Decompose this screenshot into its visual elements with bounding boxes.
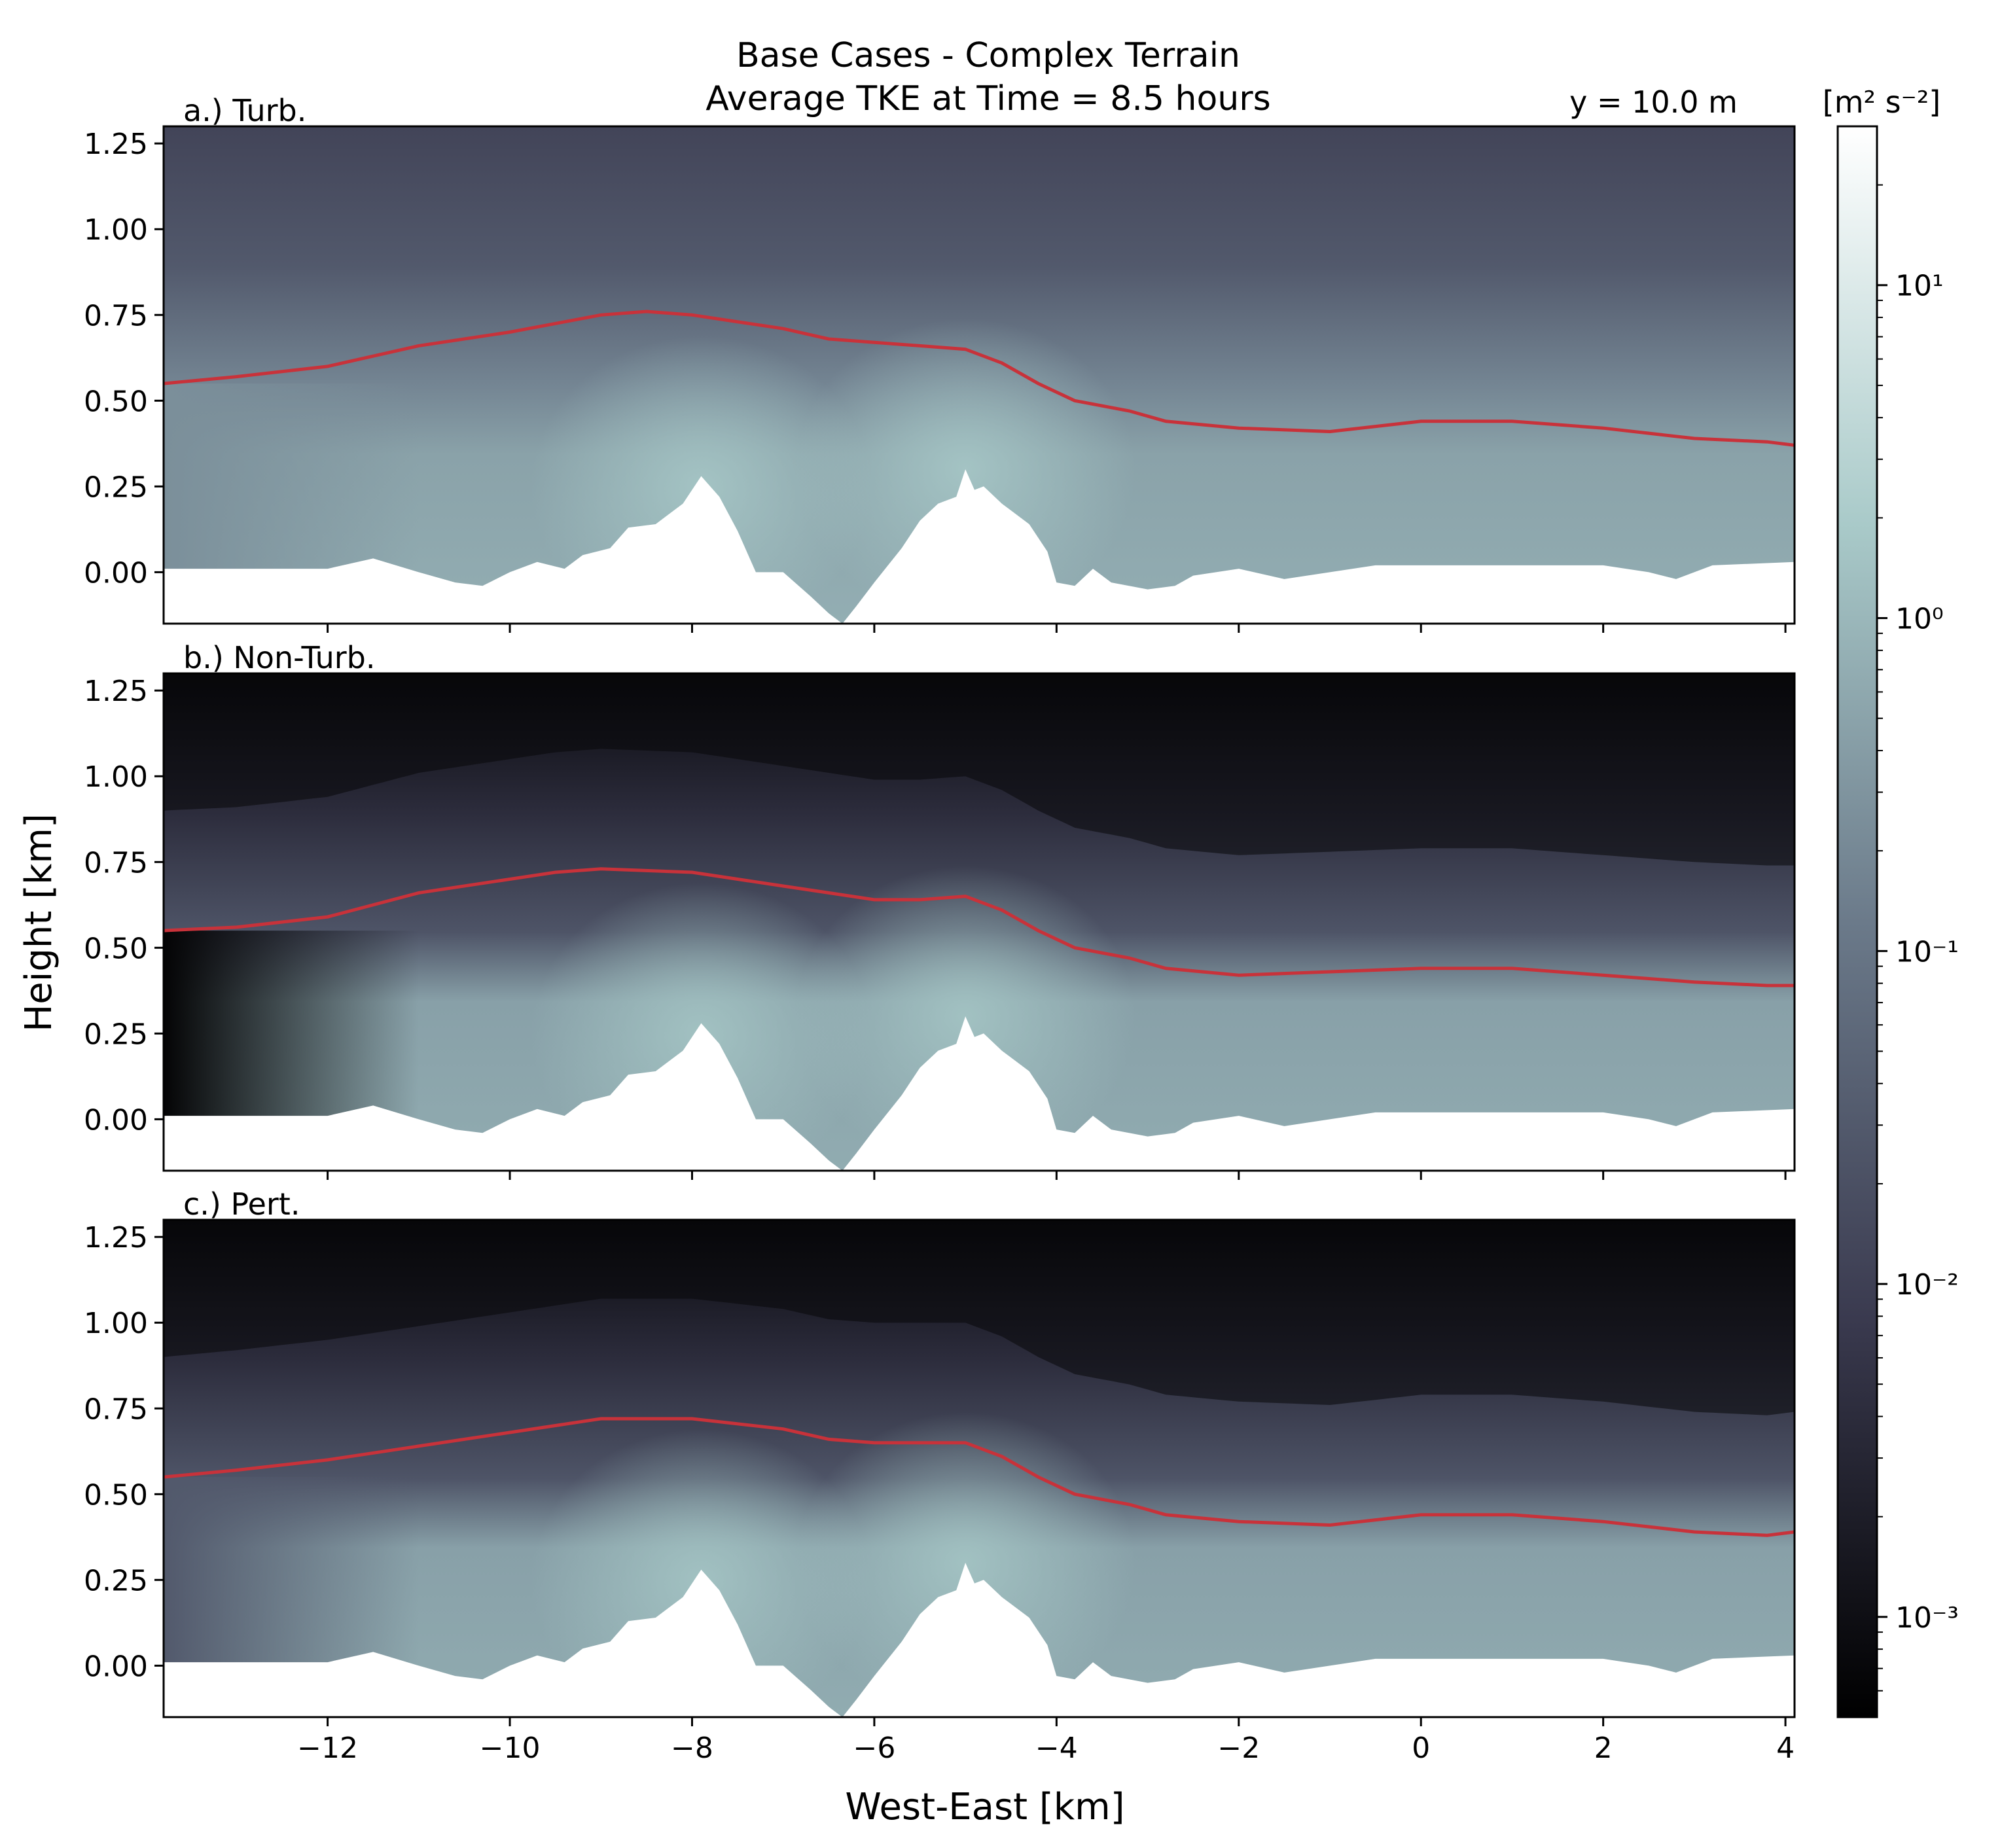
- x-tick-label: 2: [1594, 1732, 1613, 1765]
- colorbar-tick-label: 10⁻¹: [1895, 935, 1959, 968]
- y-tick-label: 0.50: [84, 932, 148, 965]
- y-tick-label: 0.00: [84, 1650, 148, 1683]
- y-tick-label: 1.00: [84, 1307, 148, 1340]
- x-tick-label: −10: [480, 1732, 541, 1765]
- tke-field: [164, 126, 1795, 624]
- figure-title-line1: Base Cases - Complex Terrain: [736, 36, 1240, 75]
- y-tick-label: 1.25: [84, 1221, 148, 1254]
- tke-field: [164, 1220, 1795, 1717]
- y-tick-label: 1.00: [84, 213, 148, 247]
- colorbar-tick-label: 10⁻³: [1895, 1601, 1959, 1635]
- terrain: [164, 1016, 1795, 1171]
- y-axis-label: Height [km]: [18, 813, 60, 1032]
- panel-2: b.) Non-Turb. 0.00 0.25 0.50 0.75 1.00 1.25: [84, 640, 1796, 1180]
- boundary-layer-height-line: [164, 310, 1795, 447]
- y-tick-label: 0.75: [84, 846, 148, 880]
- inflow-region: [164, 383, 419, 573]
- panels: a.) Turb.0.000.250.500.751.001.25b.) Non…: [84, 93, 1796, 1765]
- y-tick-label: 1.00: [84, 760, 148, 794]
- panel-frame: [162, 1218, 1796, 1718]
- panel-label: c.) Pert.: [183, 1186, 300, 1222]
- tke-plume: [795, 319, 1136, 620]
- y-tick-label: 0.25: [84, 1564, 148, 1597]
- y-tick-label: 1.25: [84, 675, 148, 708]
- tke-plume: [795, 1412, 1136, 1714]
- panel-label: b.) Non-Turb.: [183, 640, 375, 675]
- quiet-free-atmosphere: [164, 1220, 1795, 1415]
- panel-label: a.) Turb.: [183, 93, 306, 128]
- colorbar-tick-label: 10⁻²: [1895, 1268, 1959, 1302]
- x-tick-label: −6: [853, 1732, 895, 1765]
- colorbar-tick-label: 10⁰: [1895, 603, 1944, 636]
- y-tick-label: 0.75: [84, 1393, 148, 1426]
- y-annotation: y = 10.0 m: [1569, 84, 1738, 120]
- x-tick-label: −2: [1217, 1732, 1260, 1765]
- figure-title-line2: Average TKE at Time = 8.5 hours: [706, 79, 1270, 118]
- y-tick-label: 0.50: [84, 385, 148, 418]
- y-tick-label: 0.50: [84, 1478, 148, 1512]
- x-axis-label: West-East [km]: [845, 1786, 1124, 1828]
- x-tick-label: −8: [671, 1732, 713, 1765]
- x-tick-label: 0: [1412, 1732, 1430, 1765]
- y-tick-label: 0.75: [84, 299, 148, 332]
- colorbar: 10¹ 10⁰ 10⁻¹ 10⁻² 10⁻³ [m² s⁻²]: [1823, 84, 1959, 1718]
- tke-field: [164, 673, 1795, 1171]
- tke-plume: [795, 866, 1136, 1167]
- x-tick-label: −4: [1035, 1732, 1078, 1765]
- panel-3: c.) Pert. 0.00 0.25 0.50 0.75 1.00 1.25 −12 −10 −…: [84, 1186, 1796, 1765]
- y-tick-label: 0.00: [84, 556, 148, 590]
- terrain: [164, 469, 1795, 624]
- quiet-free-atmosphere: [164, 673, 1795, 866]
- y-tick-label: 0.25: [84, 1018, 148, 1051]
- boundary-layer-height-line: [164, 867, 1795, 987]
- colorbar-ticks: 10¹ 10⁰ 10⁻¹ 10⁻² 10⁻³: [1877, 184, 1959, 1692]
- panel-frame: [162, 672, 1796, 1172]
- x-tick-label: −12: [297, 1732, 358, 1765]
- inflow-region: [164, 1477, 419, 1666]
- x-tick-label: 4: [1776, 1732, 1795, 1765]
- boundary-layer-height-line: [164, 1417, 1795, 1537]
- panel-frame: [162, 125, 1796, 625]
- y-tick-label: 0.25: [84, 471, 148, 504]
- y-tick-label: 0.00: [84, 1103, 148, 1137]
- y-tick-label: 1.25: [84, 128, 148, 161]
- panel-1: a.) Turb. 0.00 0.25 0.50 0.75 1.00 1.25: [84, 93, 1796, 633]
- colorbar-gradient: [1836, 125, 1878, 1718]
- colorbar-unit-label: [m² s⁻²]: [1823, 84, 1940, 120]
- terrain: [164, 1563, 1795, 1717]
- inflow-region: [164, 931, 419, 1120]
- colorbar-tick-label: 10¹: [1895, 270, 1944, 303]
